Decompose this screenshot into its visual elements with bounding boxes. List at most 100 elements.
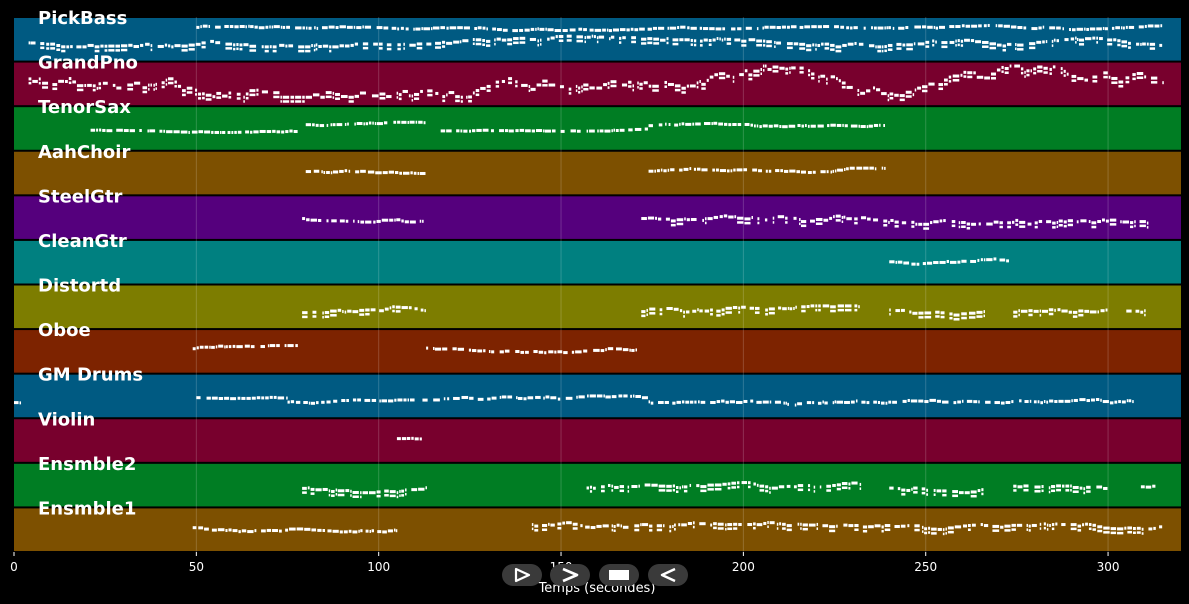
note <box>266 130 272 134</box>
note <box>941 41 948 45</box>
note <box>1051 527 1055 531</box>
note <box>712 168 715 172</box>
note <box>460 95 463 99</box>
note <box>881 92 887 96</box>
note <box>205 98 212 101</box>
note <box>142 86 148 90</box>
note <box>1107 42 1113 46</box>
note <box>646 313 648 316</box>
note <box>516 396 518 400</box>
note <box>1039 309 1042 313</box>
note <box>388 399 394 403</box>
note <box>273 95 280 99</box>
note <box>874 524 881 528</box>
play-button[interactable] <box>502 564 542 586</box>
note <box>224 24 229 28</box>
forward-button[interactable] <box>550 564 590 586</box>
note <box>943 83 948 86</box>
note <box>613 128 615 132</box>
note <box>355 170 360 174</box>
note <box>399 171 403 175</box>
note <box>127 88 134 91</box>
note <box>1091 225 1097 229</box>
note <box>310 492 315 495</box>
note <box>1111 81 1118 84</box>
note <box>719 37 721 41</box>
note <box>306 218 310 222</box>
note <box>507 42 513 46</box>
note <box>960 73 963 77</box>
stop-button[interactable] <box>599 564 639 586</box>
x-tick-label: 200 <box>732 560 755 574</box>
note <box>614 485 619 489</box>
note <box>305 26 308 30</box>
note <box>683 310 685 314</box>
note <box>1018 309 1020 313</box>
note <box>528 89 531 93</box>
note <box>446 41 453 45</box>
note <box>142 90 148 94</box>
note <box>348 169 351 173</box>
note <box>102 128 106 132</box>
note <box>942 528 945 532</box>
note <box>375 171 382 175</box>
note <box>482 128 489 132</box>
note <box>945 527 947 531</box>
note <box>230 397 237 401</box>
note <box>360 529 363 533</box>
note <box>218 344 224 348</box>
note <box>666 484 672 488</box>
note <box>933 261 939 265</box>
track-label-distortd: Distortd <box>38 276 121 297</box>
note <box>674 528 676 531</box>
note <box>666 489 672 492</box>
note <box>738 523 742 527</box>
note <box>780 169 784 173</box>
note <box>999 258 1006 262</box>
note <box>730 169 733 173</box>
note <box>980 523 983 527</box>
note <box>957 39 960 43</box>
note <box>566 39 572 42</box>
note <box>1084 27 1086 31</box>
note <box>395 305 401 309</box>
note <box>913 491 918 494</box>
note <box>441 40 446 44</box>
note <box>1091 221 1097 225</box>
note <box>1127 530 1133 534</box>
note <box>619 36 622 40</box>
note <box>542 79 548 83</box>
note <box>388 170 395 174</box>
note <box>321 26 328 30</box>
grid-lines <box>195 17 1109 552</box>
note <box>687 522 692 526</box>
note <box>331 494 335 497</box>
note <box>824 47 830 50</box>
note <box>199 345 204 349</box>
note <box>905 26 909 30</box>
note <box>1146 42 1149 46</box>
note <box>442 99 446 103</box>
note <box>981 492 984 496</box>
note <box>794 403 797 407</box>
note <box>237 130 242 134</box>
note <box>313 169 320 173</box>
back-button[interactable] <box>648 564 688 586</box>
note <box>830 170 833 174</box>
note <box>690 218 697 222</box>
note <box>658 400 664 404</box>
note <box>658 123 663 127</box>
note <box>290 95 295 99</box>
note <box>198 130 204 134</box>
track-band <box>14 62 1181 106</box>
note <box>652 84 659 88</box>
note <box>188 48 195 51</box>
note <box>1011 400 1014 404</box>
note <box>836 524 838 528</box>
note <box>943 219 946 223</box>
note <box>674 88 681 92</box>
note <box>1034 221 1038 225</box>
note <box>459 40 462 44</box>
note <box>953 313 960 317</box>
note <box>649 307 656 311</box>
